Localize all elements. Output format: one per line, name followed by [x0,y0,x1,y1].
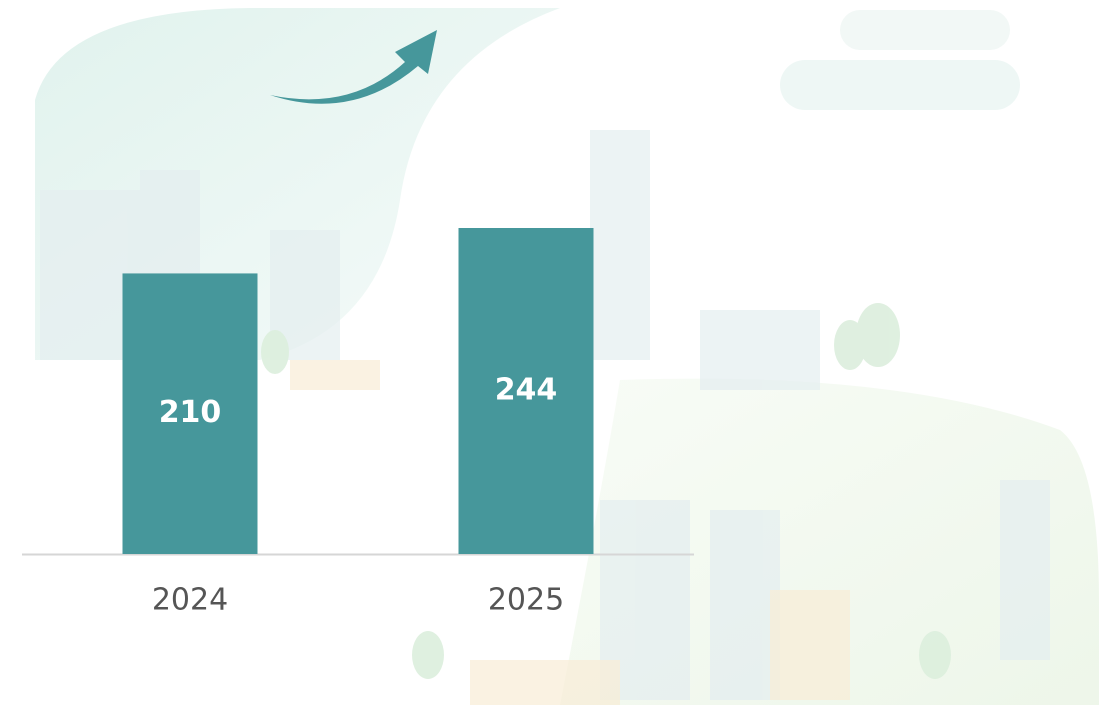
x-tick-label: 2024 [152,583,228,618]
value-label: 210 [159,395,222,430]
value-label: 244 [495,373,558,408]
trend-arrow [270,30,437,104]
bar [458,228,594,554]
x-tick-label: 2025 [488,583,564,618]
bar [122,273,258,554]
